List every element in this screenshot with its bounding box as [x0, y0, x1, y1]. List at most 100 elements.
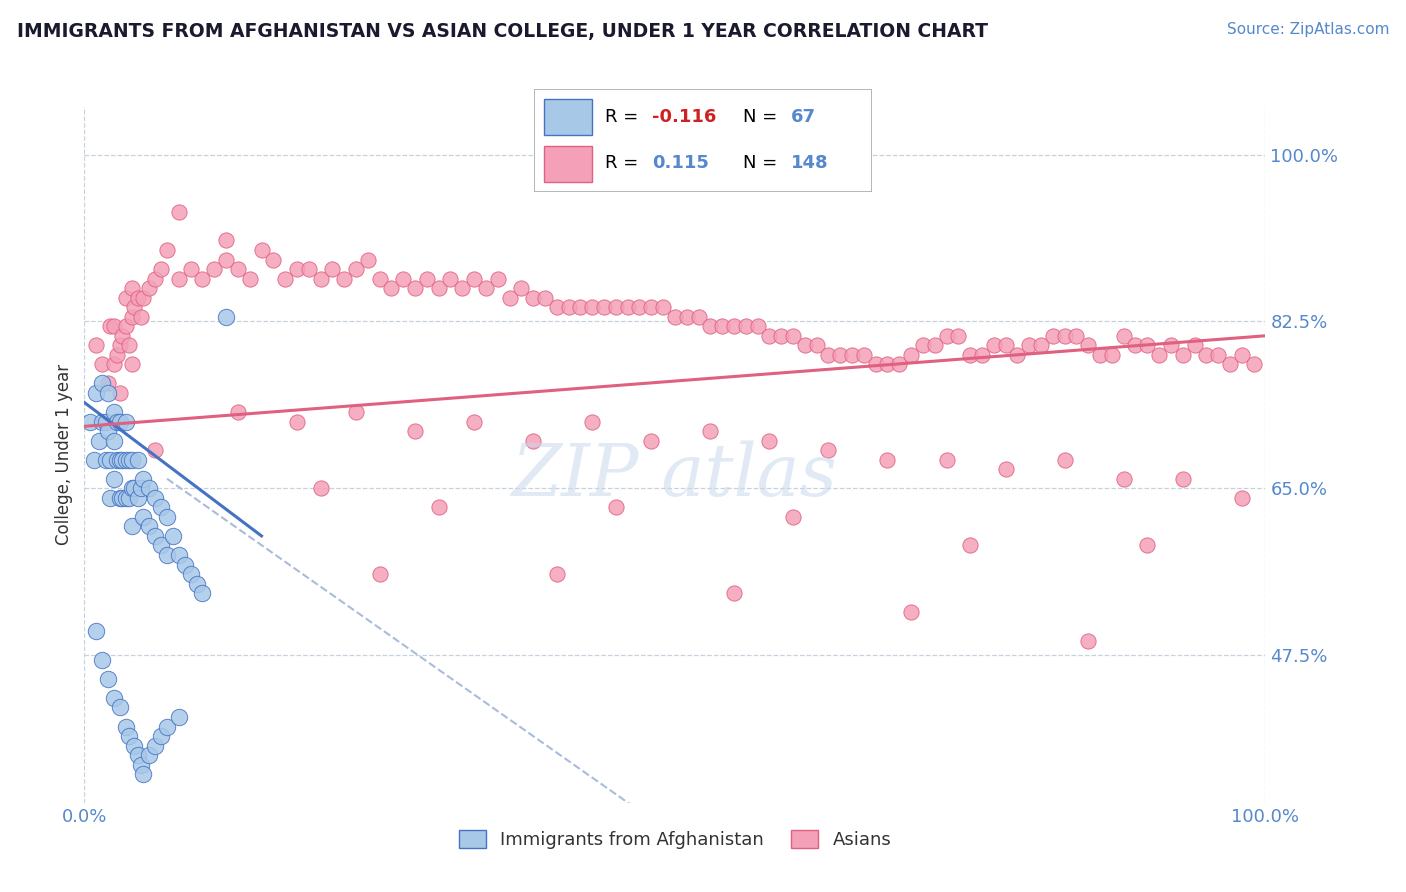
Point: [150, 539, 173, 553]
Point: [83, 452, 105, 467]
Point: [368, 271, 391, 285]
Point: [150, 262, 173, 277]
Point: [865, 357, 887, 371]
Point: [129, 481, 152, 495]
Point: [392, 271, 415, 285]
Text: N =: N =: [744, 154, 778, 172]
Point: [688, 310, 710, 324]
Point: [180, 567, 202, 582]
Point: [758, 328, 780, 343]
Point: [215, 252, 238, 267]
Point: [1112, 472, 1135, 486]
Point: [1171, 472, 1194, 486]
Text: N =: N =: [744, 108, 778, 126]
Point: [167, 205, 190, 219]
Point: [404, 281, 426, 295]
Text: Source: ZipAtlas.com: Source: ZipAtlas.com: [1226, 22, 1389, 37]
Point: [122, 739, 145, 753]
FancyBboxPatch shape: [544, 145, 592, 181]
Point: [983, 338, 1005, 352]
Point: [94, 452, 117, 467]
Point: [285, 262, 308, 277]
Point: [344, 405, 367, 419]
Point: [1147, 348, 1170, 362]
Point: [103, 690, 125, 705]
Text: 67: 67: [790, 108, 815, 126]
Point: [1112, 328, 1135, 343]
Point: [1230, 348, 1253, 362]
Point: [103, 472, 125, 486]
FancyBboxPatch shape: [534, 89, 872, 192]
Point: [118, 338, 141, 352]
Point: [138, 748, 160, 763]
Point: [162, 529, 184, 543]
Point: [138, 519, 160, 533]
Point: [1029, 338, 1052, 352]
Point: [557, 300, 579, 314]
Y-axis label: College, Under 1 year: College, Under 1 year: [55, 364, 73, 546]
Point: [107, 452, 129, 467]
Point: [581, 415, 603, 429]
Point: [734, 319, 756, 334]
Point: [84, 624, 107, 639]
Point: [186, 576, 208, 591]
Point: [121, 452, 143, 467]
Point: [782, 328, 804, 343]
Point: [959, 348, 981, 362]
Point: [122, 300, 145, 314]
Point: [114, 291, 136, 305]
Point: [167, 710, 190, 724]
Point: [889, 357, 911, 371]
Point: [132, 472, 155, 486]
Point: [108, 338, 131, 352]
Point: [758, 434, 780, 448]
Point: [108, 386, 131, 401]
Point: [1018, 338, 1040, 352]
Point: [1206, 348, 1229, 362]
Point: [103, 319, 125, 334]
Point: [97, 672, 120, 686]
Point: [150, 500, 173, 515]
Point: [510, 281, 533, 295]
Point: [427, 500, 450, 515]
Point: [180, 262, 202, 277]
Point: [309, 271, 332, 285]
Point: [593, 300, 616, 314]
Point: [463, 415, 485, 429]
Point: [451, 281, 474, 295]
Point: [1042, 328, 1064, 343]
Point: [111, 452, 134, 467]
Point: [173, 558, 195, 572]
Point: [91, 653, 114, 667]
Point: [118, 491, 141, 505]
Point: [98, 452, 121, 467]
Point: [132, 509, 155, 524]
Point: [121, 481, 143, 495]
Point: [522, 291, 544, 305]
Point: [127, 291, 149, 305]
Point: [911, 338, 934, 352]
Point: [1053, 328, 1076, 343]
Point: [118, 729, 141, 743]
Point: [215, 310, 238, 324]
Point: [1171, 348, 1194, 362]
Point: [143, 443, 166, 458]
Point: [427, 281, 450, 295]
Point: [114, 319, 136, 334]
Point: [97, 386, 120, 401]
Point: [91, 357, 114, 371]
Point: [226, 262, 249, 277]
Point: [675, 310, 697, 324]
Point: [98, 319, 121, 334]
Point: [191, 271, 214, 285]
Text: IMMIGRANTS FROM AFGHANISTAN VS ASIAN COLLEGE, UNDER 1 YEAR CORRELATION CHART: IMMIGRANTS FROM AFGHANISTAN VS ASIAN COL…: [17, 22, 988, 41]
Text: R =: R =: [605, 108, 638, 126]
Point: [994, 462, 1017, 476]
Point: [416, 271, 439, 285]
Point: [156, 243, 179, 257]
Point: [1007, 348, 1029, 362]
Point: [98, 491, 121, 505]
Point: [107, 348, 129, 362]
Point: [793, 338, 815, 352]
Point: [1136, 338, 1159, 352]
